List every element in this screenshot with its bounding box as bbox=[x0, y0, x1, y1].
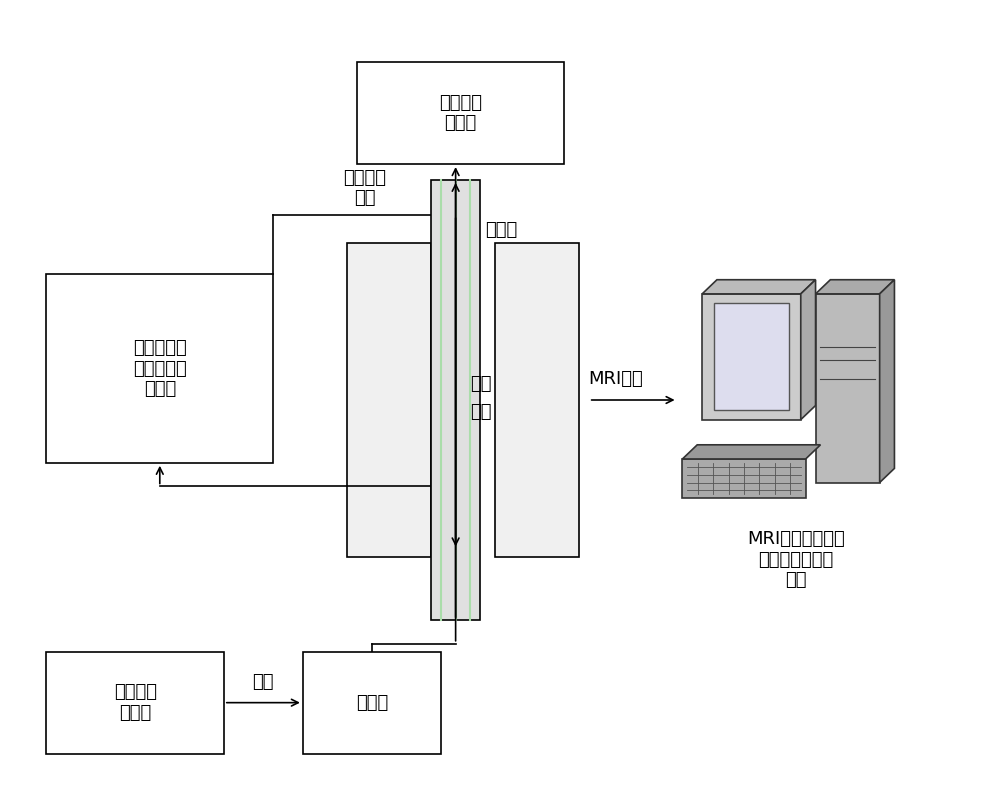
Bar bbox=[431, 180, 480, 620]
Polygon shape bbox=[682, 445, 820, 459]
Bar bbox=[46, 651, 224, 754]
Text: 注入: 注入 bbox=[470, 402, 492, 421]
Text: 核磁管: 核磁管 bbox=[485, 221, 517, 239]
Text: 出口压力
控制器: 出口压力 控制器 bbox=[439, 94, 482, 133]
Polygon shape bbox=[880, 280, 894, 482]
Text: 填泵: 填泵 bbox=[253, 673, 274, 691]
Text: 流出: 流出 bbox=[470, 375, 492, 394]
Text: 核磁管温度
控制氟油循
环单元: 核磁管温度 控制氟油循 环单元 bbox=[133, 338, 187, 398]
Polygon shape bbox=[702, 294, 801, 420]
Polygon shape bbox=[816, 280, 894, 294]
Text: 氟油循环
控温: 氟油循环 控温 bbox=[343, 169, 386, 207]
Bar bbox=[357, 62, 564, 164]
Bar bbox=[303, 651, 441, 754]
Bar bbox=[347, 242, 431, 558]
Text: MRI系统: MRI系统 bbox=[589, 370, 644, 388]
Polygon shape bbox=[816, 294, 880, 482]
Polygon shape bbox=[682, 459, 806, 498]
Text: 循环泵: 循环泵 bbox=[356, 694, 388, 712]
Polygon shape bbox=[702, 280, 816, 294]
Bar bbox=[495, 242, 579, 558]
Text: MRI图像处理及实
时温度压力检测
系统: MRI图像处理及实 时温度压力检测 系统 bbox=[747, 530, 845, 590]
Polygon shape bbox=[714, 303, 789, 410]
Bar bbox=[46, 274, 273, 463]
Text: 待测流体
储液池: 待测流体 储液池 bbox=[114, 683, 157, 722]
Polygon shape bbox=[801, 280, 816, 420]
